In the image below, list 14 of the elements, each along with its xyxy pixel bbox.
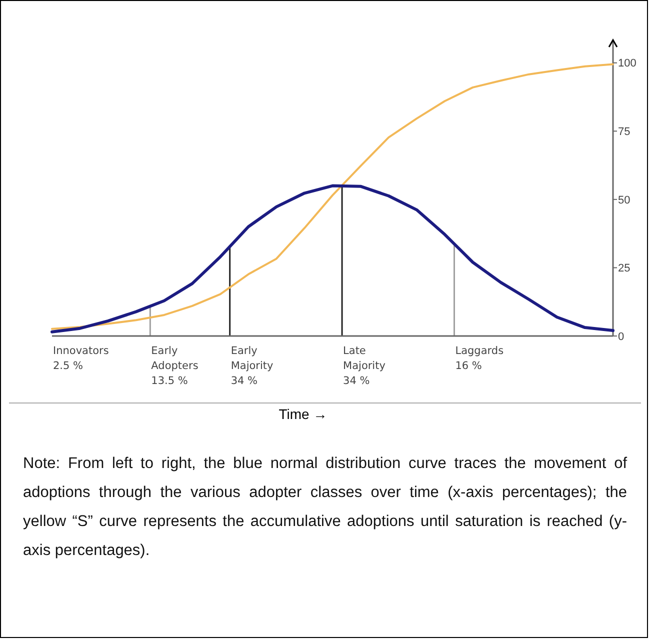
x-axis-title: Time → [278,406,328,422]
y-tick-label: 25 [618,262,630,275]
y-tick-label: 0 [618,330,624,343]
line-series [50,184,614,334]
text: Innovators 2.5 % [53,345,109,372]
text: Laggards 16 % [455,345,504,372]
text: Early Adopters 13.5 % [151,345,198,387]
y-tick-label: 100 [618,58,636,70]
text: Note: From left to right, the blue normal distribution curve traces the movement of adoptions through the various adopter classes over time (x-axis percentages); the yellow “S” curve represents the accumulative adoptions until saturation is reached (y-axis percentages). [23,454,627,561]
line-series [51,63,614,330]
text: Early Majority 34 % [230,345,274,387]
y-tick-label: 75 [618,126,630,138]
text: Late Majority 34 % [343,345,386,387]
y-tick-label: 50 [618,194,630,206]
